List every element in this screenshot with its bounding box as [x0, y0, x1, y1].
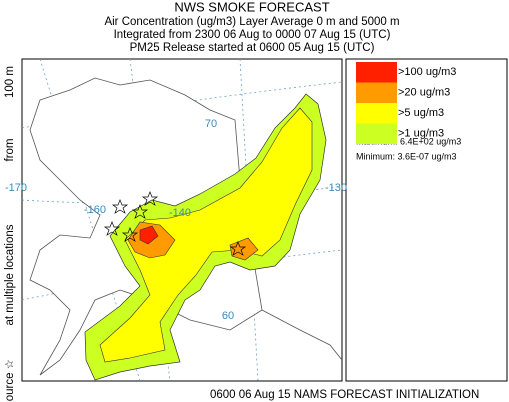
graticule-label: -170: [5, 182, 27, 194]
graticule-label: 70: [205, 118, 217, 130]
coastline: [261, 309, 343, 361]
legend-swatch: [356, 62, 397, 83]
side-label: Source ☆: [4, 359, 16, 402]
legend-label: >1 ug/m3: [398, 127, 444, 139]
side-label: from: [4, 139, 16, 162]
subtitle: PM25 Release started at 0600 05 Aug 15 (…: [130, 42, 375, 54]
legend-swatch: [356, 103, 397, 124]
legend-swatch: [356, 123, 397, 144]
maximum: Maximum: 6.4E+02 ug/m3: [356, 136, 461, 146]
side-label: 100 m: [4, 66, 16, 98]
source-markers: [103, 191, 247, 256]
graticule-label: -140: [169, 207, 191, 219]
map: [21, 58, 343, 382]
graticule-label: 60: [222, 310, 234, 322]
graticule-label: -130: [325, 182, 347, 194]
legend-swatch: [356, 82, 397, 103]
subtitle: Air Concentration (ug/m3) Layer Average …: [104, 16, 399, 28]
graticule-label: -160: [84, 204, 106, 216]
legend-label: >20 ug/m3: [398, 86, 450, 98]
smoke-plume: [139, 225, 159, 245]
smoke-plume: [99, 107, 313, 363]
legend-label: >5 ug/m3: [398, 107, 444, 119]
title: NWS SMOKE FORECAST: [174, 0, 329, 14]
minimum: Minimum: 3.6E-07 ug/m3: [356, 151, 457, 161]
subtitle: Integrated from 2300 06 Aug to 0000 07 A…: [114, 29, 391, 41]
side-label: at multiple locations: [4, 224, 16, 325]
legend-label: >100 ug/m3: [398, 66, 456, 78]
smoke-plume: [229, 237, 259, 261]
footer: 0600 06 Aug 15 NAMS FORECAST INITIALIZAT…: [210, 389, 479, 401]
